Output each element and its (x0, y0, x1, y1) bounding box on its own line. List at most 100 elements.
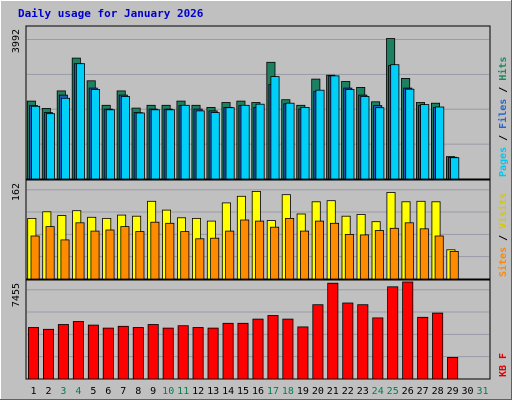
bar-kb-f-day-9 (147, 324, 159, 380)
bar-sites-day-11 (180, 231, 190, 280)
bar-pages-day-8 (135, 112, 145, 180)
x-tick-label: 2 (45, 386, 51, 397)
bar-pages-day-12 (195, 110, 205, 180)
bar-kb-f-day-15 (237, 322, 249, 380)
x-tick-label: 21 (327, 386, 339, 397)
bar-kb-f-day-18 (282, 318, 294, 380)
bar-pages-day-23 (360, 96, 370, 180)
bar-pages-day-28 (435, 106, 445, 180)
x-tick-label: 28 (432, 386, 444, 397)
bar-pages-day-5 (90, 89, 100, 180)
y-max-label: 7455 (11, 283, 22, 307)
series-kb-f (27, 281, 459, 380)
bar-kb-f-day-2 (43, 328, 55, 380)
x-axis-labels: 1 2 3 4 5 6 7 8 9 10 11 12 13 14 15 16 17 18 19 20 21 22 23 24 2… (30, 386, 488, 397)
x-tick-label: 1 (30, 386, 36, 397)
bar-sites-day-14 (225, 230, 235, 280)
bar-pages-day-21 (330, 75, 340, 180)
bar-kb-f-day-16 (252, 318, 264, 380)
side-label-part: Visits (497, 193, 509, 229)
panel-side-label: Pages / Files / Hits (497, 57, 509, 177)
bar-pages-day-29 (450, 157, 460, 180)
bar-sites-day-18 (285, 217, 295, 280)
x-tick-label: 31 (476, 386, 488, 397)
panel-middle: 162 Sites / Visits (11, 179, 509, 280)
bar-kb-f-day-28 (432, 312, 444, 380)
bar-kb-f-day-1 (27, 327, 39, 380)
bar-sites-day-23 (359, 234, 369, 280)
bar-kb-f-day-26 (402, 281, 414, 380)
bar-kb-f-day-22 (342, 302, 354, 380)
side-label-part: Hits (497, 57, 509, 81)
series-pages (31, 63, 460, 180)
side-label-part: / (498, 81, 509, 99)
bar-kb-f-day-19 (297, 326, 309, 380)
bar-pages-day-14 (225, 107, 235, 180)
bar-kb-f-day-11 (177, 325, 189, 380)
bar-kb-f-day-25 (387, 286, 399, 380)
x-tick-label: 30 (461, 386, 473, 397)
x-tick-label: 13 (207, 386, 219, 397)
bar-sites-day-17 (270, 226, 280, 280)
bar-kb-f-day-24 (372, 317, 384, 380)
x-tick-label: 8 (135, 386, 141, 397)
bar-sites-day-27 (419, 228, 429, 280)
x-tick-label: 14 (222, 386, 234, 397)
bar-sites-day-2 (45, 226, 55, 280)
x-tick-label: 9 (150, 386, 156, 397)
bar-kb-f-day-20 (312, 304, 324, 380)
bar-kb-f-day-27 (417, 316, 429, 380)
bar-kb-f-day-10 (162, 327, 174, 380)
bar-kb-f-day-4 (72, 321, 84, 380)
x-tick-label: 5 (90, 386, 96, 397)
x-tick-label: 22 (342, 386, 354, 397)
bar-pages-day-25 (390, 64, 400, 180)
bar-sites-day-21 (329, 222, 339, 280)
bar-sites-day-13 (210, 237, 220, 280)
bar-kb-f-day-5 (87, 324, 99, 380)
bar-sites-day-19 (299, 230, 309, 280)
x-tick-label: 16 (252, 386, 264, 397)
panel-top: 3992 Pages / Files / Hits (11, 25, 509, 180)
side-label-part: Pages (498, 147, 509, 177)
bar-pages-day-26 (405, 88, 415, 180)
bar-pages-day-15 (240, 104, 250, 180)
x-tick-label: 15 (237, 386, 249, 397)
bar-pages-day-6 (105, 109, 115, 180)
side-label-part: Sites (497, 247, 509, 277)
x-tick-label: 25 (387, 386, 399, 397)
bar-pages-day-1 (31, 105, 41, 180)
bar-kb-f-day-12 (192, 327, 204, 380)
side-label-part: / (498, 129, 509, 147)
bar-kb-f-day-23 (357, 304, 369, 380)
bar-pages-day-11 (180, 104, 190, 180)
panel-side-label: Sites / Visits (497, 193, 509, 277)
bar-pages-day-17 (270, 76, 280, 180)
bar-kb-f-day-14 (222, 322, 234, 380)
bar-kb-f-day-13 (207, 327, 219, 380)
x-tick-label: 29 (447, 386, 459, 397)
bar-pages-day-24 (375, 107, 385, 180)
bar-sites-day-4 (75, 222, 85, 280)
bar-kb-f-day-8 (132, 327, 144, 380)
chart-title: Daily usage for January 2026 (18, 7, 204, 20)
bar-sites-day-29 (449, 250, 459, 280)
x-tick-label: 20 (312, 386, 324, 397)
bar-sites-day-1 (30, 235, 40, 280)
bar-sites-day-24 (374, 230, 384, 280)
bar-pages-day-13 (210, 112, 220, 180)
bar-sites-day-7 (120, 226, 130, 280)
bar-pages-day-3 (61, 97, 71, 180)
chart-panels: 3992 Pages / Files / Hits 162 Sites / Visit… (11, 25, 509, 380)
x-tick-label: 17 (267, 386, 279, 397)
bar-pages-day-10 (165, 109, 175, 180)
bar-pages-day-2 (46, 113, 56, 180)
bar-pages-day-4 (76, 63, 86, 180)
bar-sites-day-22 (344, 233, 354, 280)
panel-side-label: KB F (498, 353, 509, 377)
x-tick-label: 27 (417, 386, 429, 397)
x-tick-label: 19 (297, 386, 309, 397)
x-tick-label: 4 (75, 386, 81, 397)
x-tick-label: 18 (282, 386, 294, 397)
